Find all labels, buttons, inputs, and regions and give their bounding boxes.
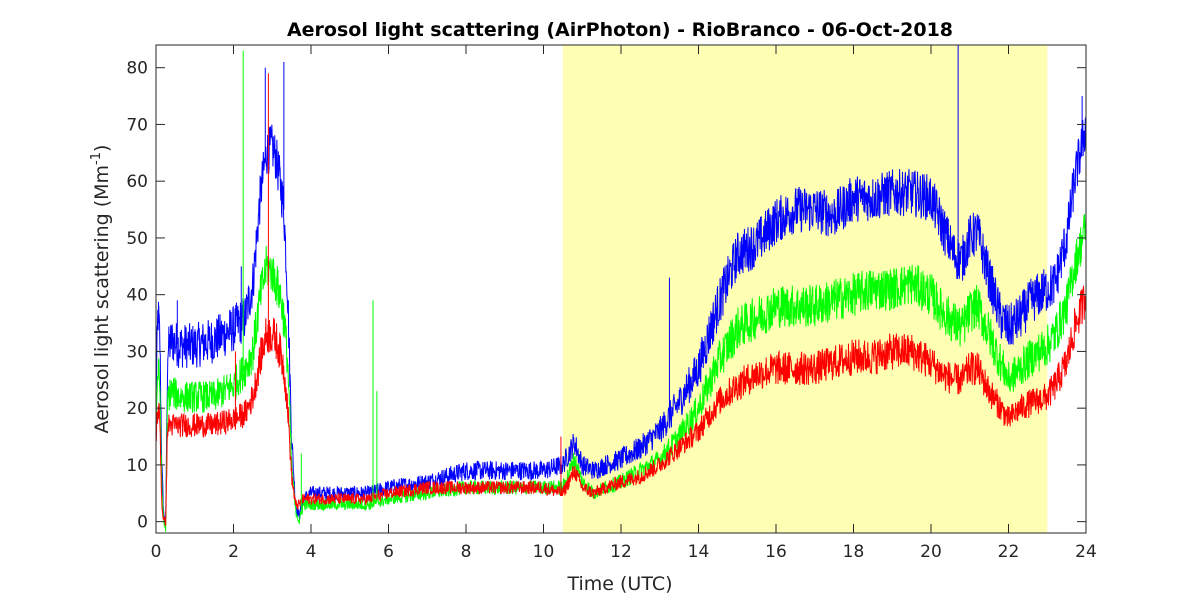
x-tick-label-14: 14 (688, 542, 710, 562)
x-tick-label-8: 8 (461, 542, 472, 562)
x-tick-label-2: 2 (228, 542, 239, 562)
x-tick-label-12: 12 (610, 542, 632, 562)
series-line-1 (155, 117, 1087, 522)
x-tick-label-24: 24 (1075, 542, 1097, 562)
y-tick-label-80: 80 (126, 59, 148, 79)
x-tick-label-10: 10 (533, 542, 555, 562)
y-tick-label-40: 40 (126, 286, 148, 306)
series-line-2 (155, 214, 1087, 532)
x-tick-label-6: 6 (383, 542, 394, 562)
x-tick-label-18: 18 (843, 542, 865, 562)
spike-layer (158, 45, 1083, 514)
y-axis-title-superscript: -1 (89, 152, 104, 165)
x-tick-label-4: 4 (306, 542, 317, 562)
x-tick-label-20: 20 (920, 542, 942, 562)
x-tick-label-16: 16 (765, 542, 787, 562)
series-layer (155, 117, 1087, 532)
chart-title: Aerosol light scattering (AirPhoton) - R… (287, 19, 953, 41)
y-tick-label-10: 10 (126, 456, 148, 476)
x-axis-title: Time (UTC) (566, 573, 672, 595)
y-tick-label-60: 60 (126, 172, 148, 192)
y-tick-label-20: 20 (126, 399, 148, 419)
series-line-3 (155, 285, 1087, 526)
y-tick-label-0: 0 (137, 513, 148, 533)
x-tick-label-22: 22 (998, 542, 1020, 562)
y-axis-title-close: ) (91, 145, 113, 152)
y-axis-title: Aerosol light scattering (Mm-1) (89, 145, 113, 434)
y-axis-title-main: Aerosol light scattering (Mm (91, 165, 113, 434)
y-tick-label-30: 30 (126, 342, 148, 362)
y-tick-label-50: 50 (126, 229, 148, 249)
x-tick-label-0: 0 (151, 542, 162, 562)
y-tick-label-70: 70 (126, 115, 148, 135)
